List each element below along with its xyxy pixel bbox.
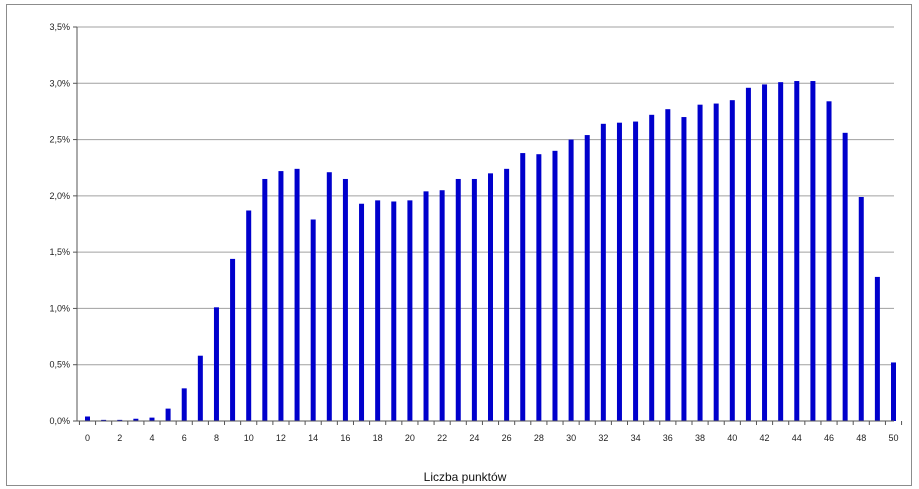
x-tick-label: 30 (566, 433, 576, 443)
x-tick-label: 40 (727, 433, 737, 443)
bar (504, 168, 510, 421)
bar (342, 178, 348, 421)
bar (197, 355, 203, 421)
bar-chart: 0,0%0,5%1,0%1,5%2,0%2,5%3,0%3,5% 0 2 4 6 8 10… (49, 22, 903, 484)
x-tick-label: 22 (437, 433, 447, 443)
bar (117, 419, 123, 421)
bar (310, 219, 316, 421)
plot-area (77, 27, 894, 421)
bar (439, 190, 445, 421)
bar (616, 122, 622, 421)
x-tick-label: 4 (149, 433, 154, 443)
y-tick-label: 0,5% (49, 360, 70, 370)
bar (536, 154, 542, 421)
x-tick-label: 32 (598, 433, 608, 443)
bar (584, 135, 590, 421)
bar (600, 123, 606, 421)
y-tick-label: 2,0% (49, 191, 70, 201)
bar (423, 191, 429, 421)
x-tick-label: 28 (534, 433, 544, 443)
x-tick-label: 24 (469, 433, 479, 443)
x-tick-label: 20 (405, 433, 415, 443)
axes (76, 27, 894, 422)
x-tick-label: 42 (760, 433, 770, 443)
x-tick-label: 38 (695, 433, 705, 443)
bar (149, 417, 155, 421)
y-tick-label: 0,0% (49, 416, 70, 426)
y-tick-label: 1,5% (49, 247, 70, 257)
bar (488, 173, 493, 421)
bar (391, 201, 397, 421)
bar (842, 132, 848, 421)
bar (294, 168, 300, 421)
x-axis-ticks: 0 2 4 6 8 10 12 14 16 18 20 22 24 26 28 30 32 34 36 38 40 42 4… (78, 421, 903, 443)
bar (794, 81, 800, 421)
bar (810, 81, 816, 421)
bar (745, 87, 751, 421)
bar (101, 419, 107, 421)
x-tick-label: 46 (824, 433, 834, 443)
bar (85, 416, 90, 421)
bar (181, 388, 187, 421)
x-tick-label: 12 (276, 433, 286, 443)
bar (471, 178, 477, 421)
x-tick-label: 36 (663, 433, 673, 443)
x-tick-label: 26 (502, 433, 512, 443)
chart-frame: 0,0% 0,5% 1,0% 1,5% 2,0% 2,5% 3,0% 3,5% 0 2 4 6 8 10… (6, 4, 912, 486)
gridlines (77, 26, 894, 366)
y-tick-label: 3,5% (49, 22, 70, 32)
bar (874, 276, 880, 421)
x-tick-label: 18 (373, 433, 383, 443)
y-tick-label: 1,0% (49, 303, 70, 313)
bar (681, 117, 687, 422)
bar (359, 203, 365, 421)
x-tick-label: 2 (117, 433, 122, 443)
bar (375, 200, 381, 421)
x-axis-title: Liczba punktów (424, 470, 507, 484)
bar (891, 362, 896, 421)
bar (407, 200, 413, 421)
y-tick-label: 3,0% (49, 78, 70, 88)
bar (230, 258, 236, 421)
bar (826, 101, 832, 421)
bar (633, 121, 639, 421)
bar (568, 139, 574, 422)
bar (246, 210, 252, 421)
bar (729, 100, 735, 422)
x-tick-label: 16 (340, 433, 350, 443)
bar (262, 178, 268, 421)
bar (778, 82, 784, 421)
x-tick-label: 34 (631, 433, 641, 443)
y-axis-ticks: 0,0% 0,5% 1,0% 1,5% 2,0% 2,5% 3,0% 3,5% (49, 22, 77, 426)
x-tick-label: 8 (214, 433, 219, 443)
bar (165, 408, 171, 421)
bar (278, 171, 284, 421)
plot-background (77, 27, 894, 421)
bar (762, 84, 768, 421)
bar (133, 418, 139, 421)
bar (213, 307, 219, 421)
bar (649, 114, 655, 421)
bar (520, 153, 526, 421)
x-tick-label: 6 (182, 433, 187, 443)
bar (713, 103, 719, 421)
bar (665, 109, 671, 422)
bar (697, 104, 703, 421)
bar (455, 178, 461, 421)
x-tick-label: 14 (308, 433, 318, 443)
bars (85, 81, 896, 422)
bar (552, 150, 558, 422)
x-tick-label: 0 (85, 433, 90, 443)
bar (858, 196, 864, 421)
x-tick-label: 10 (244, 433, 254, 443)
x-tick-label: 48 (856, 433, 866, 443)
x-tick-label: 44 (792, 433, 802, 443)
y-tick-label: 2,5% (49, 135, 70, 145)
x-tick-label: 50 (888, 433, 898, 443)
bar (326, 172, 332, 421)
